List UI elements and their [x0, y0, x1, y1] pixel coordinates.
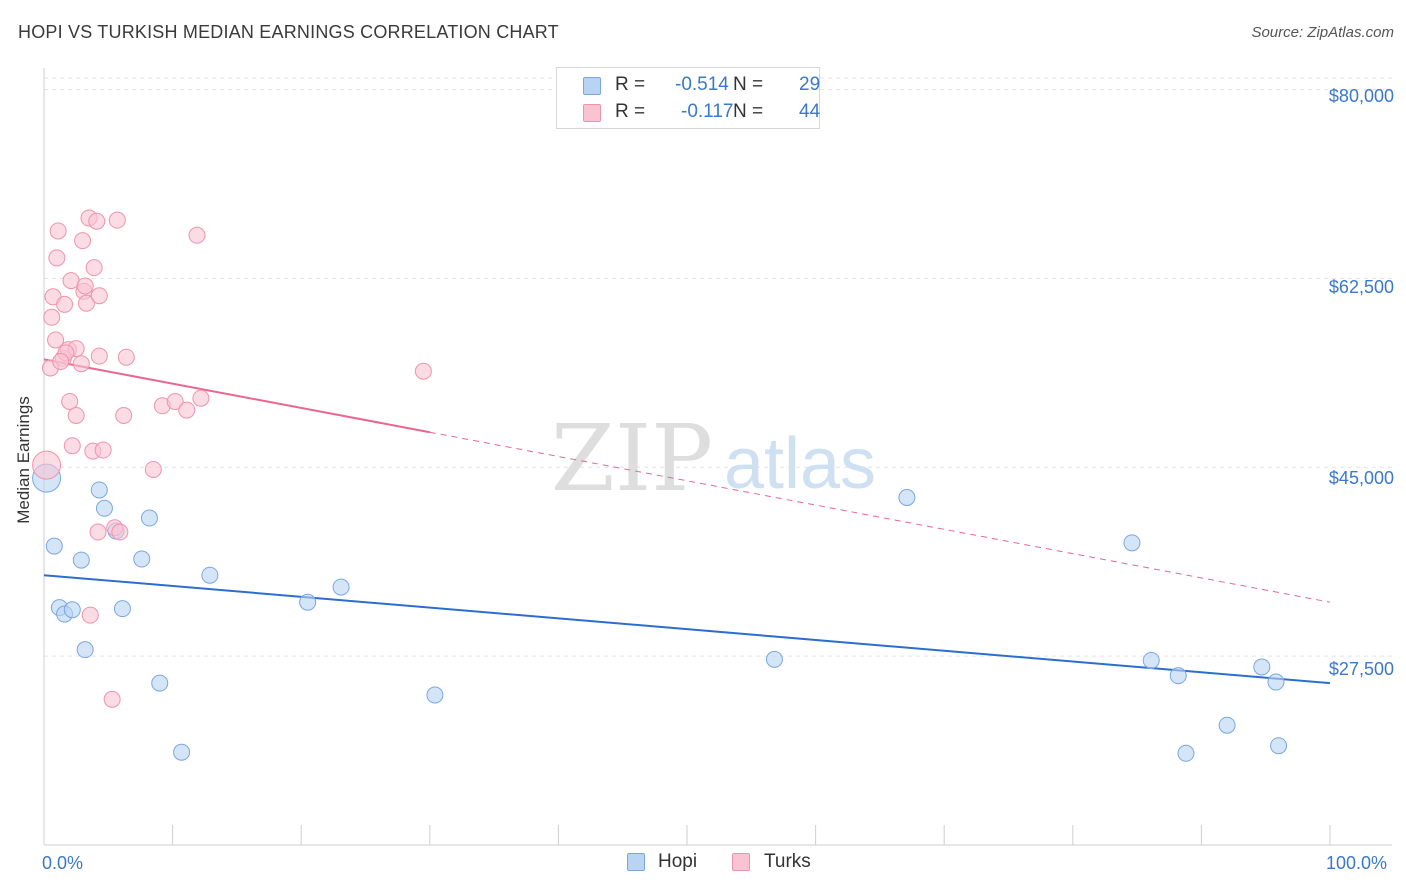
hopi-point [898, 489, 916, 507]
hopi-point [299, 593, 317, 611]
stats-box: R = -0.514 N = 29 R = -0.117 N = 44 [556, 67, 820, 129]
hopi-point [95, 499, 113, 517]
turks-point [188, 226, 206, 244]
turks-point [166, 392, 184, 410]
turks-point [32, 450, 62, 480]
hopi-point [76, 641, 94, 659]
turks-point [192, 389, 210, 407]
hopi-point [45, 537, 63, 555]
legend-swatch-turks [732, 853, 750, 871]
turks-point [94, 441, 112, 459]
turks-point [47, 331, 65, 349]
n-label: N = [733, 101, 764, 122]
y-tick-label: $62,500 [1328, 277, 1394, 297]
turks-point [108, 211, 126, 229]
hopi-point [201, 566, 219, 584]
legend-label-turks: Turks [764, 851, 811, 872]
y-tick-label: $27,500 [1328, 659, 1394, 679]
turks-point [62, 272, 80, 290]
axes [43, 68, 1392, 846]
hopi-point [1123, 534, 1141, 552]
turks-trend-line-dashed [429, 431, 1331, 603]
turks-point [144, 460, 162, 478]
turks-swatch [583, 104, 601, 122]
watermark: ZIP atlas [551, 405, 876, 512]
hopi-point [426, 686, 444, 704]
data-points [32, 209, 1288, 762]
turks-point [90, 287, 108, 305]
turks-point [76, 277, 94, 295]
turks-point [77, 294, 95, 312]
hopi-point [113, 600, 131, 618]
hopi-point [1270, 737, 1288, 755]
x-tick-label: 0.0% [42, 853, 84, 873]
hopi-point [1253, 658, 1271, 676]
x-tick-label: 100.0% [1326, 853, 1388, 873]
turks-point [117, 348, 135, 366]
hopi-point [1169, 667, 1187, 685]
turks-point [74, 232, 92, 250]
r-label: R = [615, 74, 646, 95]
hopi-swatch [583, 77, 601, 95]
turks-point [43, 308, 61, 326]
turks-point [81, 606, 99, 624]
hopi-point [140, 509, 158, 527]
hopi-point [1218, 716, 1236, 734]
grid-lines [44, 77, 1392, 657]
hopi-point [90, 481, 108, 499]
r-label: R = [615, 101, 646, 122]
turks-point [85, 259, 103, 277]
turks-point [88, 212, 106, 230]
chart-title: HOPI VS TURKISH MEDIAN EARNINGS CORRELAT… [18, 22, 559, 42]
hopi-point [72, 551, 90, 569]
turks-trend-line [43, 358, 430, 434]
turks-point [111, 523, 129, 541]
hopi-point [133, 550, 151, 568]
turks-point [61, 392, 79, 410]
turks-point [52, 353, 70, 371]
turks-point [414, 362, 432, 380]
trend-lines [43, 358, 1331, 685]
legend-swatch-hopi [627, 853, 645, 871]
n-value: 29 [799, 74, 821, 95]
legend-label-hopi: Hopi [658, 851, 698, 872]
hopi-point [332, 578, 350, 596]
hopi-point [1142, 651, 1160, 669]
turks-point [89, 523, 107, 541]
turks-point [67, 406, 85, 424]
y-axis-label: Median Earnings [14, 396, 33, 524]
source-label: Source: ZipAtlas.com [1251, 24, 1394, 41]
turks-point [178, 401, 196, 419]
turks-point [48, 249, 66, 267]
r-value: -0.514 [675, 74, 729, 95]
y-tick-label: $80,000 [1328, 86, 1394, 106]
n-label: N = [733, 74, 764, 95]
hopi-point [1267, 673, 1285, 691]
hopi-point [765, 650, 783, 668]
r-value: -0.117 [681, 101, 734, 122]
hopi-point [173, 743, 191, 761]
hopi-point [1177, 744, 1195, 762]
turks-point [72, 355, 90, 373]
hopi-point [151, 674, 169, 692]
turks-point [49, 222, 67, 240]
turks-point [115, 406, 133, 424]
n-value: 44 [799, 101, 821, 122]
y-tick-label: $45,000 [1328, 468, 1394, 488]
hopi-point [63, 601, 81, 619]
turks-point [63, 437, 81, 455]
turks-point [103, 690, 121, 708]
watermark-zip: ZIP [551, 405, 713, 512]
turks-point [56, 295, 74, 313]
hopi-trend-line [43, 574, 1331, 685]
watermark-atlas: atlas [724, 424, 876, 504]
turks-point [90, 347, 108, 365]
